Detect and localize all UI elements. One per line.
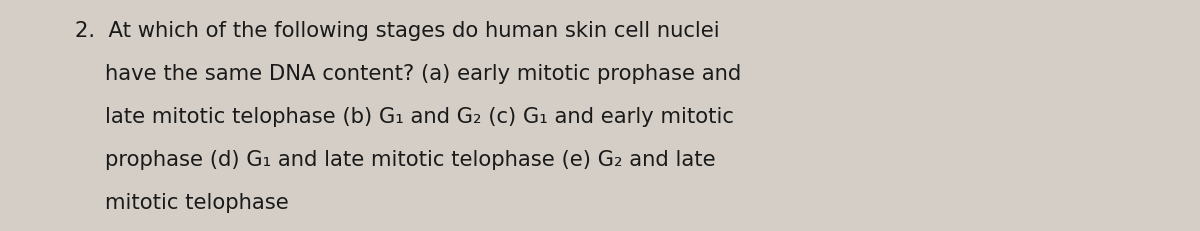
Text: prophase (d) G₁ and late mitotic telophase (e) G₂ and late: prophase (d) G₁ and late mitotic telopha… (106, 149, 715, 169)
Text: 2.  At which of the following stages do human skin cell nuclei: 2. At which of the following stages do h… (74, 21, 720, 41)
Text: mitotic telophase: mitotic telophase (106, 192, 289, 212)
Text: have the same DNA content? (a) early mitotic prophase and: have the same DNA content? (a) early mit… (106, 64, 742, 84)
Text: late mitotic telophase (b) G₁ and G₂ (c) G₁ and early mitotic: late mitotic telophase (b) G₁ and G₂ (c)… (106, 106, 734, 126)
